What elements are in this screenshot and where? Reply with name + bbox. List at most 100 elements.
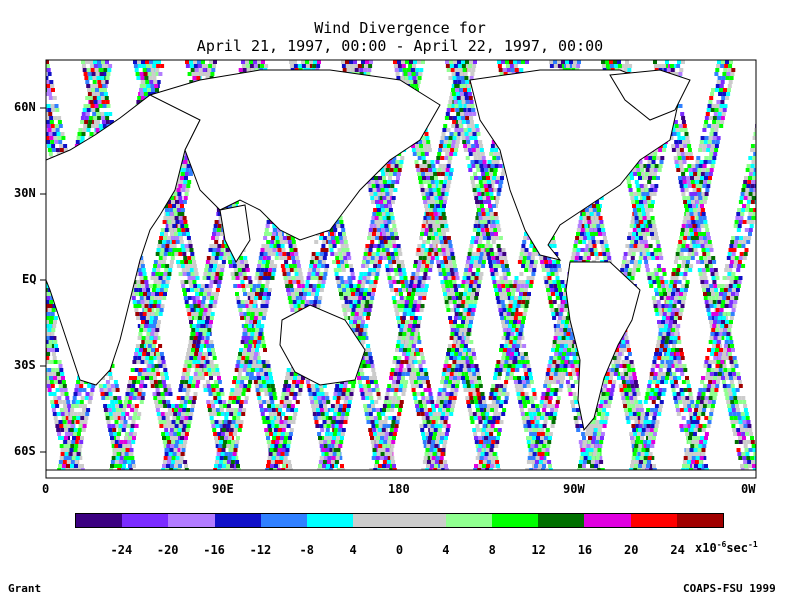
- swath-pixel: [292, 244, 297, 248]
- swath-pixel: [116, 412, 121, 416]
- swath-pixel: [180, 204, 184, 208]
- swath-pixel: [242, 68, 247, 72]
- swath-pixel: [90, 104, 95, 108]
- swath-pixel: [110, 440, 115, 444]
- swath-pixel: [159, 292, 163, 296]
- swath-pixel: [269, 376, 273, 380]
- swath-pixel: [266, 384, 271, 388]
- swath-pixel: [127, 440, 132, 444]
- swath-pixel: [362, 72, 367, 76]
- swath-pixel: [35, 348, 39, 352]
- swath-pixel: [239, 312, 244, 316]
- swath-pixel: [20, 420, 24, 424]
- swath-pixel: [176, 432, 181, 436]
- swath-pixel: [259, 408, 264, 412]
- swath-pixel: [139, 292, 143, 296]
- swath-pixel: [160, 356, 165, 360]
- swath-pixel: [247, 348, 251, 352]
- swath-pixel: [256, 392, 261, 396]
- swath-pixel: [217, 280, 222, 284]
- swath-pixel: [138, 272, 143, 276]
- swath-pixel: [9, 152, 13, 156]
- swath-pixel: [161, 264, 166, 268]
- swath-pixel: [228, 448, 233, 452]
- swath-pixel: [180, 264, 185, 268]
- swath-pixel: [56, 412, 61, 416]
- swath-pixel: [41, 60, 45, 64]
- swath-pixel: [294, 272, 299, 276]
- swath-pixel: [186, 288, 191, 292]
- swath-pixel: [260, 268, 265, 272]
- swath-pixel: [60, 372, 65, 376]
- swath-pixel: [0, 100, 2, 104]
- swath-pixel: [212, 248, 217, 252]
- swath-pixel: [207, 272, 212, 276]
- swath-pixel: [0, 92, 4, 96]
- swath-pixel: [181, 188, 186, 192]
- swath-pixel: [56, 132, 61, 136]
- swath-pixel: [145, 64, 150, 68]
- swath-pixel: [134, 424, 139, 428]
- swath-pixel: [174, 408, 179, 412]
- swath-pixel: [15, 200, 19, 204]
- swath-pixel: [47, 92, 52, 96]
- swath-pixel: [29, 376, 33, 380]
- swath-pixel: [80, 464, 84, 468]
- swath-pixel: [210, 256, 215, 260]
- swath-pixel: [284, 280, 289, 284]
- swath-pixel: [14, 176, 18, 180]
- swath-pixel: [37, 96, 41, 100]
- swath-pixel: [209, 60, 213, 64]
- swath-pixel: [211, 352, 216, 356]
- swath-pixel: [186, 232, 190, 236]
- swath-pixel: [233, 448, 238, 452]
- swath-pixel: [234, 456, 239, 460]
- swath-pixel: [257, 280, 262, 284]
- swath-pixel: [32, 344, 36, 348]
- swath-pixel: [197, 316, 202, 320]
- swath-pixel: [292, 264, 297, 268]
- swath-pixel: [107, 68, 112, 72]
- swath-pixel: [298, 272, 303, 276]
- swath-pixel: [149, 376, 153, 380]
- swath-pixel: [109, 396, 114, 400]
- swath-pixel: [318, 400, 323, 404]
- swath-pixel: [46, 332, 51, 336]
- swath-pixel: [131, 292, 135, 296]
- swath-pixel: [200, 284, 205, 288]
- swath-pixel: [154, 400, 159, 404]
- swath-pixel: [46, 60, 49, 64]
- swath-pixel: [188, 264, 193, 268]
- swath-pixel: [91, 88, 95, 92]
- swath-pixel: [203, 72, 208, 76]
- swath-pixel: [183, 364, 188, 368]
- swath-pixel: [145, 336, 150, 340]
- swath-pixel: [278, 232, 282, 236]
- swath-pixel: [91, 124, 96, 128]
- swath-pixel: [46, 284, 49, 288]
- swath-pixel: [38, 304, 42, 308]
- swath-pixel: [178, 388, 183, 392]
- swath-pixel: [195, 384, 200, 388]
- swath-pixel: [201, 64, 206, 68]
- swath-pixel: [123, 420, 128, 424]
- swath-pixel: [117, 396, 122, 400]
- swath-pixel: [184, 416, 189, 420]
- swath-pixel: [211, 68, 216, 72]
- swath-pixel: [121, 428, 126, 432]
- swath-pixel: [60, 452, 65, 456]
- swath-pixel: [260, 412, 265, 416]
- swath-pixel: [212, 356, 217, 360]
- swath-pixel: [165, 376, 169, 380]
- swath-pixel: [175, 420, 180, 424]
- swath-pixel: [249, 316, 254, 320]
- swath-pixel: [264, 268, 269, 272]
- swath-pixel: [197, 304, 202, 308]
- swath-pixel: [258, 344, 263, 348]
- swath-pixel: [253, 380, 258, 384]
- swath-pixel: [316, 392, 321, 396]
- swath-pixel: [313, 416, 318, 420]
- swath-pixel: [142, 288, 147, 292]
- swath-pixel: [17, 432, 21, 436]
- swath-pixel: [254, 364, 259, 368]
